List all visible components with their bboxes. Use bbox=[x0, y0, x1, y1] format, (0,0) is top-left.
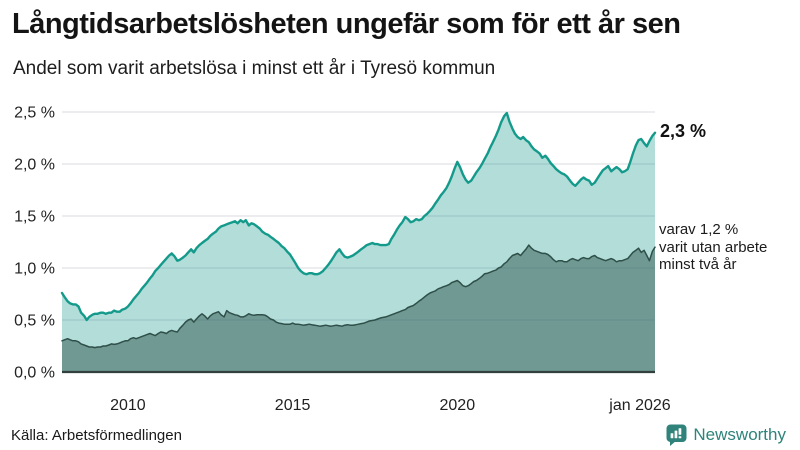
latest-value-label: 2,3 % bbox=[660, 121, 707, 141]
y-tick-label: 0,5 % bbox=[14, 313, 55, 330]
x-tick-label: jan 2026 bbox=[608, 397, 670, 414]
brand-name: Newsworthy bbox=[693, 425, 786, 444]
y-tick-label: 1,5 % bbox=[14, 209, 55, 226]
two-years-area bbox=[62, 245, 655, 372]
chart-subtitle: Andel som varit arbetslösa i minst ett å… bbox=[13, 58, 496, 79]
grid-layer bbox=[62, 111, 655, 321]
y-tick-label: 1,0 % bbox=[14, 261, 55, 278]
x-tick-label: 2020 bbox=[440, 397, 476, 414]
series-annotation: varav 1,2 % varit utan arbete minst två … bbox=[659, 221, 767, 274]
annotation-line: varav 1,2 % bbox=[659, 221, 739, 238]
two-years-line bbox=[61, 244, 656, 349]
tick-label-layer: 0,0 % 0,5 % 1,0 % 1,5 % 2,0 % 2,5 % 2010 2015 20… bbox=[14, 105, 671, 415]
page-title: Långtidsarbetslösheten ungefär som för e… bbox=[12, 8, 681, 40]
x-tick-label: 2015 bbox=[275, 397, 311, 414]
series-layer bbox=[60, 111, 657, 372]
total-one-year-area bbox=[62, 113, 655, 372]
annotation-line: varit utan arbete bbox=[659, 238, 768, 256]
source-note: Källa: Arbetsförmedlingen bbox=[11, 427, 182, 444]
annotation-line: minst två år bbox=[659, 256, 737, 273]
y-tick-label: 2,0 % bbox=[14, 157, 55, 174]
x-tick-label: 2010 bbox=[110, 397, 146, 414]
total-one-year-line bbox=[60, 111, 657, 322]
newsworthy-icon bbox=[666, 424, 687, 446]
brand-logo: Newsworthy bbox=[666, 424, 786, 446]
y-tick-label: 2,5 % bbox=[14, 105, 55, 122]
y-tick-label: 0,0 % bbox=[14, 365, 55, 382]
